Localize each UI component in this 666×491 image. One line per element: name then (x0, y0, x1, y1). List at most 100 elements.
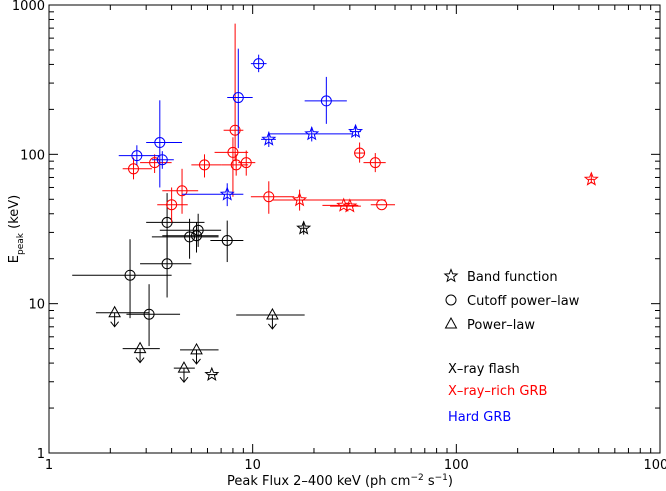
star-marker (583, 171, 599, 186)
circle-marker (230, 159, 242, 171)
y-tick-label: 1 (37, 447, 45, 462)
star-marker (304, 126, 320, 141)
data-point (180, 342, 219, 365)
x-tick-label: 10 (244, 458, 261, 473)
circle-marker (161, 258, 173, 270)
y-tick-label: 100 (20, 148, 45, 163)
circle-marker (192, 224, 204, 236)
y-axis-title: Epeak (keV) (7, 195, 26, 263)
data-point (151, 151, 174, 169)
triangle-marker (266, 307, 279, 320)
circle-marker (320, 95, 332, 107)
data-point (146, 100, 183, 188)
star-marker (204, 366, 220, 381)
data-point (204, 366, 220, 381)
circle-marker (143, 308, 155, 320)
axis-ticks (48, 5, 660, 454)
star-marker (292, 192, 308, 207)
circle-marker (354, 147, 366, 159)
triangle-marker (133, 341, 147, 354)
data-point (268, 126, 353, 142)
star-marker (443, 268, 459, 283)
x-tick-label: 100 (444, 458, 469, 473)
legend-triangle-icon (444, 316, 458, 329)
circle-marker (198, 159, 210, 171)
circle-marker (227, 146, 239, 158)
legend-class-xrf: X–ray flash (448, 362, 520, 377)
data-point (126, 284, 181, 347)
star-marker (261, 131, 277, 146)
data-point (272, 189, 386, 211)
circle-marker (154, 137, 166, 149)
data-point (363, 153, 386, 173)
legend-class-xrr: X–ray–rich GRB (448, 384, 547, 399)
data-point (210, 220, 244, 263)
data-point (157, 187, 188, 223)
circle-marker (240, 157, 252, 169)
triangle-marker (444, 316, 458, 329)
legend-label-powerlaw: Power–law (467, 318, 535, 333)
circle-marker (221, 234, 233, 246)
legend: Band function Cutoff power–law Power–law… (443, 268, 580, 425)
circle-marker (128, 163, 140, 175)
data-point (304, 76, 347, 124)
legend-label-band: Band function (467, 270, 558, 285)
data-point (173, 361, 195, 383)
upper-limit-arrowhead (135, 357, 145, 364)
data-point (122, 341, 160, 364)
legend-star-icon (443, 268, 459, 283)
star-marker (342, 198, 358, 213)
data-point (191, 154, 222, 178)
data-point (118, 145, 160, 165)
triangle-marker (177, 361, 191, 373)
x-axis-title-mid: s (424, 474, 435, 489)
data-point (162, 168, 199, 214)
circle-marker (263, 191, 275, 203)
data-point (348, 123, 364, 138)
data-point (159, 213, 222, 247)
upper-limit-arrowhead (110, 321, 120, 328)
upper-limit-arrowhead (192, 358, 201, 365)
data-points (72, 23, 599, 383)
upper-limit-arrowhead (179, 376, 189, 383)
x-tick-label: 1000 (643, 458, 666, 473)
y-axis-title-main: E (7, 255, 22, 263)
x-axis-title: Peak Flux 2–400 keV (ph cm−2 s−1) (227, 473, 453, 489)
circle-marker (369, 157, 381, 169)
data-point (236, 307, 305, 330)
tick-labels: 1 10 100 1000 1 10 100 1000 (12, 0, 666, 473)
x-axis-title-exp1: −2 (410, 473, 423, 483)
circle-marker (229, 124, 241, 136)
data-point (72, 239, 172, 319)
circle-marker (166, 199, 178, 211)
star-marker (296, 220, 312, 235)
circle-marker (253, 58, 265, 70)
circle-marker (176, 185, 188, 197)
legend-label-cutoff: Cutoff power–law (467, 294, 580, 309)
circle-marker (232, 92, 244, 104)
upper-limit-arrowhead (268, 323, 277, 330)
data-point (223, 23, 244, 162)
legend-class-hard: Hard GRB (448, 410, 511, 425)
x-axis-title-main: Peak Flux 2–400 keV (ph cm (227, 474, 410, 489)
circle-marker (445, 294, 457, 306)
circle-marker (156, 154, 168, 166)
y-axis-title-sub: peak (16, 232, 26, 255)
data-point (95, 305, 150, 328)
circle-marker (184, 231, 196, 243)
circle-marker (131, 150, 143, 162)
star-marker (219, 186, 235, 201)
x-axis-title-exp2: −1 (435, 473, 448, 483)
data-point (250, 181, 295, 214)
data-point (140, 232, 192, 298)
y-tick-label: 1000 (12, 0, 45, 14)
x-axis-title-end: ) (448, 474, 453, 489)
data-point (221, 154, 249, 176)
data-point (162, 222, 219, 253)
y-tick-label: 10 (28, 298, 45, 313)
data-point (182, 183, 244, 207)
data-point (330, 198, 361, 213)
data-point (227, 48, 253, 149)
data-point (583, 171, 599, 186)
